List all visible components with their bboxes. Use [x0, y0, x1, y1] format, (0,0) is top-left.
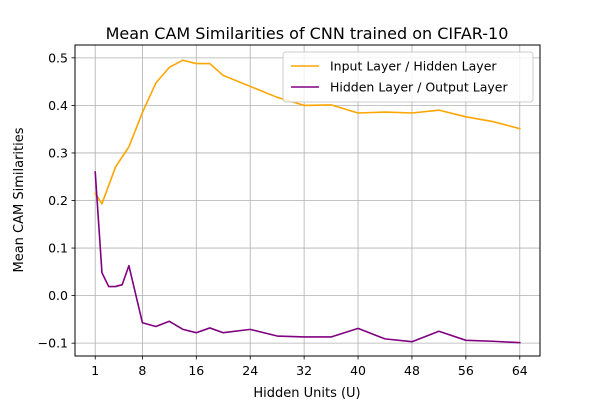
y-tick-label: 0.5	[48, 50, 68, 65]
x-tick-label: 32	[296, 363, 312, 378]
y-tick-label: −0.1	[38, 336, 68, 351]
x-axis-label: Hidden Units (U)	[253, 386, 360, 400]
chart-title: Mean CAM Similarities of CNN trained on …	[106, 24, 509, 43]
y-tick-label: 0.0	[48, 288, 68, 303]
legend-label-input-hidden: Input Layer / Hidden Layer	[330, 59, 497, 74]
x-tick-label: 64	[512, 363, 528, 378]
y-tick-label: 0.2	[48, 193, 68, 208]
x-tick-label: 48	[404, 363, 420, 378]
x-tick-label: 1	[91, 363, 99, 378]
series-line-input-hidden	[94, 59, 521, 205]
legend: Input Layer / Hidden Layer Hidden Layer …	[282, 51, 534, 103]
legend-label-hidden-output: Hidden Layer / Output Layer	[330, 80, 508, 95]
y-tick-label: 0.3	[48, 145, 68, 160]
x-tick-label: 8	[138, 363, 146, 378]
series-line-hidden-output	[94, 171, 521, 344]
series-lines	[94, 59, 521, 344]
y-tick-label: 0.4	[48, 98, 68, 113]
x-tick-label: 40	[350, 363, 366, 378]
axis-ticks: 1 8 16 24 32 40 48 56 64 −0.1 0.0 0.1 0.2 0.3 0.4 0.5	[38, 50, 528, 378]
x-tick-label: 16	[188, 363, 204, 378]
legend-box	[282, 51, 534, 103]
y-tick-label: 0.1	[48, 241, 68, 256]
y-axis-label: Mean CAM Similarities	[12, 127, 27, 272]
x-tick-label: 56	[458, 363, 474, 378]
x-tick-label: 24	[242, 363, 258, 378]
